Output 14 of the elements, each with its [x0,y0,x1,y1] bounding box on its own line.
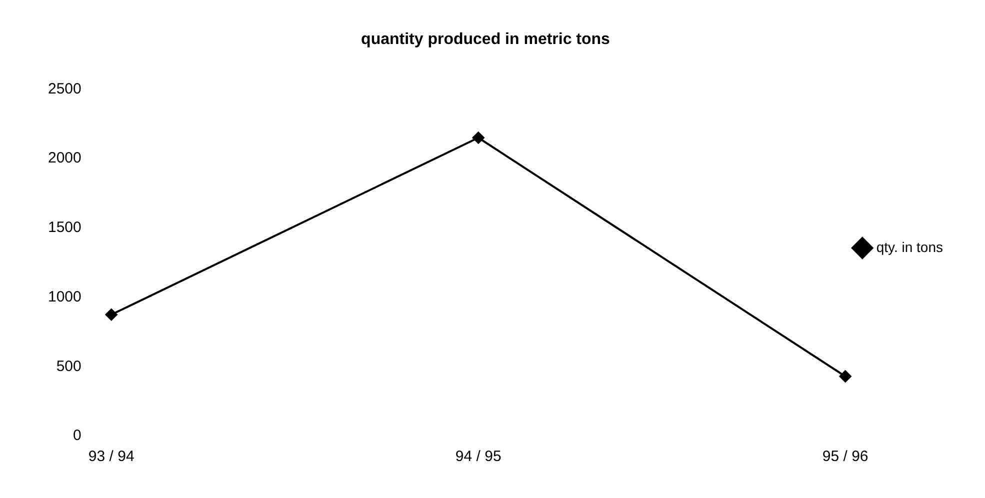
x-tick-label: 94 / 95 [455,448,502,466]
chart-title: quantity produced in metric tons [361,31,610,48]
y-tick-label: 1500 [48,219,82,236]
y-tick-label: 1000 [48,288,82,306]
point [105,308,118,321]
point [472,132,484,144]
y-tick-label: 0 [73,427,82,444]
x-tick-label: 95 / 96 [822,448,868,466]
y-tick-label: 500 [56,358,82,375]
legend-label: qty. in tons [876,238,944,255]
x-tick-label: 93 / 94 [88,448,134,466]
y-tick-label: 2500 [48,80,82,98]
point [839,370,852,382]
y-tick-label: 2000 [48,150,82,167]
